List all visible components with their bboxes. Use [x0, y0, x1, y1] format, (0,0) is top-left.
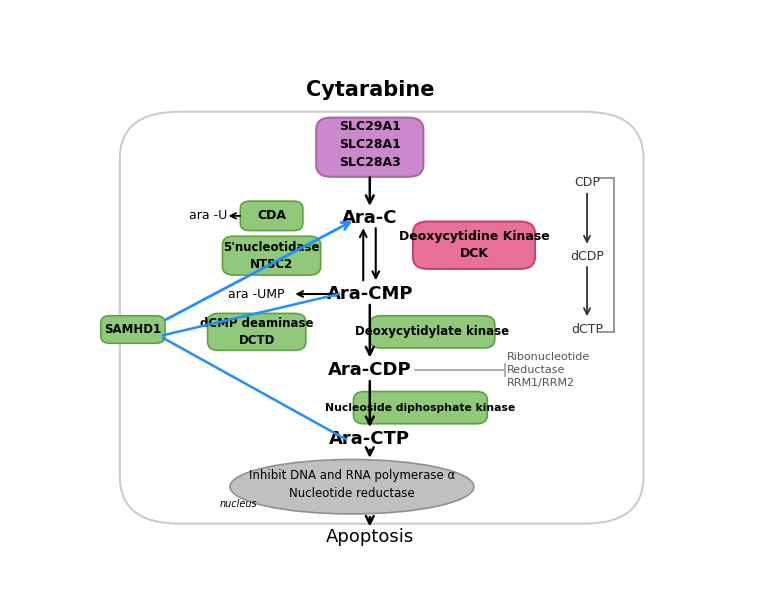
Text: Deoxycytidine Kinase
DCK: Deoxycytidine Kinase DCK [399, 230, 549, 260]
FancyBboxPatch shape [223, 236, 321, 275]
Text: dCTP: dCTP [571, 323, 603, 336]
FancyBboxPatch shape [413, 221, 535, 269]
FancyBboxPatch shape [207, 314, 306, 351]
Text: dCMP deaminase
DCTD: dCMP deaminase DCTD [200, 317, 313, 347]
FancyBboxPatch shape [369, 315, 495, 348]
Text: CDA: CDA [257, 209, 286, 223]
Text: Ara-CMP: Ara-CMP [326, 285, 413, 303]
Text: Inhibit DNA and RNA polymerase α
Nucleotide reductase: Inhibit DNA and RNA polymerase α Nucleot… [249, 469, 455, 500]
Text: ara -UMP: ara -UMP [228, 287, 285, 301]
Text: Deoxycytidylate kinase: Deoxycytidylate kinase [356, 325, 509, 338]
Text: nucleus: nucleus [220, 499, 257, 509]
Text: Ara-CTP: Ara-CTP [329, 430, 410, 448]
Text: Ribonucleotide
Reductase
RRM1/RRM2: Ribonucleotide Reductase RRM1/RRM2 [507, 352, 590, 388]
Text: dCDP: dCDP [570, 250, 604, 263]
FancyBboxPatch shape [316, 117, 423, 177]
Text: CDP: CDP [574, 177, 600, 189]
Text: Apoptosis: Apoptosis [326, 528, 414, 546]
Text: ara -U: ara -U [189, 209, 227, 223]
Text: Ara-C: Ara-C [342, 209, 398, 227]
Text: Cytarabine: Cytarabine [306, 81, 434, 100]
Text: Ara-CDP: Ara-CDP [328, 361, 412, 379]
Text: Nucleoside diphosphate kinase: Nucleoside diphosphate kinase [326, 403, 515, 413]
Text: 5'nucleotidase
NT5C2: 5'nucleotidase NT5C2 [223, 240, 319, 271]
FancyBboxPatch shape [101, 315, 165, 343]
FancyBboxPatch shape [240, 201, 303, 231]
FancyBboxPatch shape [353, 392, 488, 424]
Text: SLC29A1
SLC28A1
SLC28A3: SLC29A1 SLC28A1 SLC28A3 [339, 121, 401, 169]
Ellipse shape [230, 459, 474, 514]
Text: SAMHD1: SAMHD1 [104, 323, 161, 336]
